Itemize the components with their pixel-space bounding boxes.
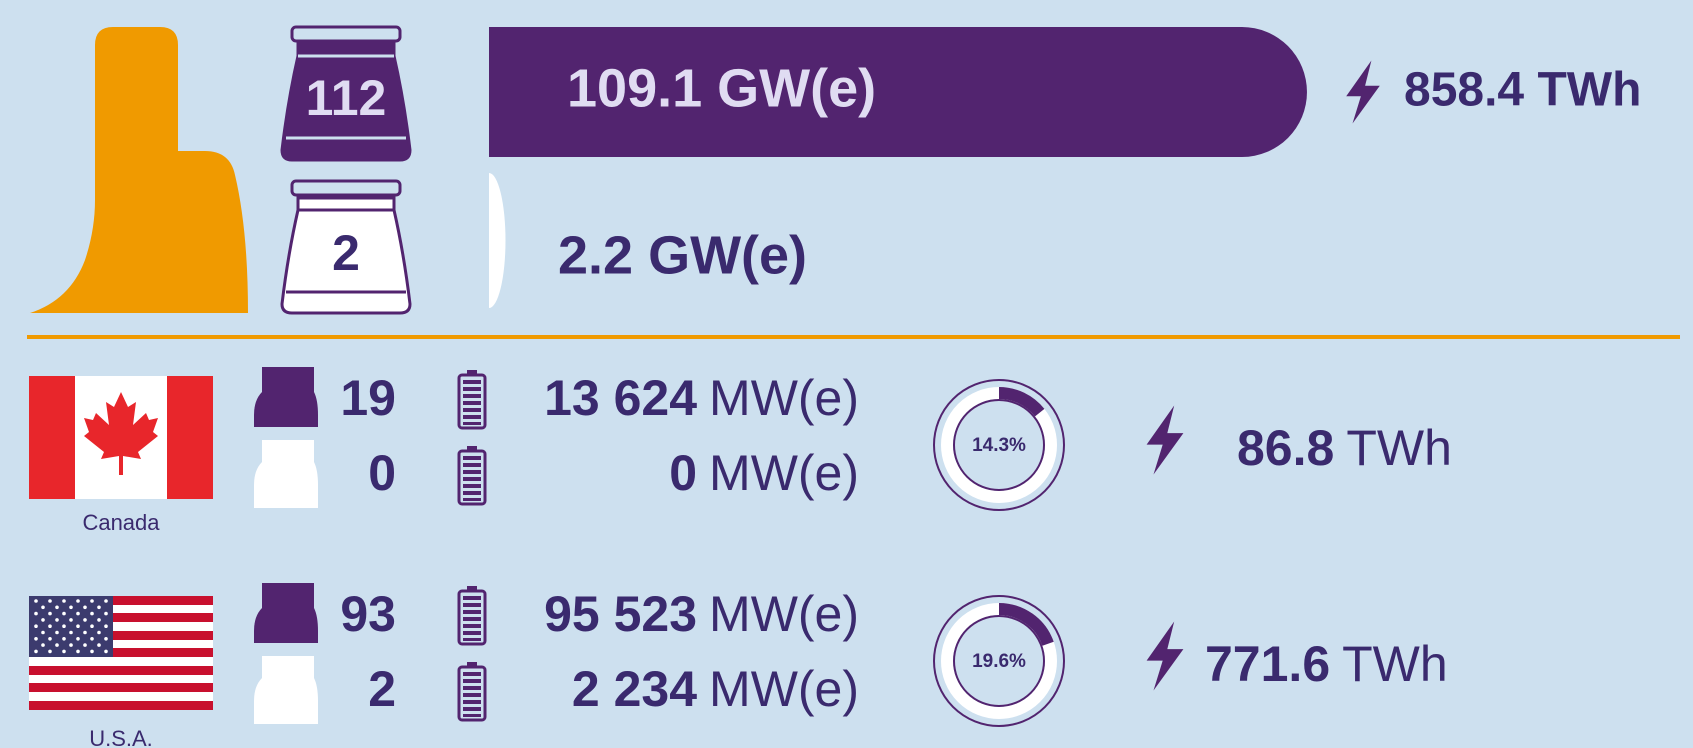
- bolt-icon: [1147, 406, 1184, 475]
- generation-unit: TWh: [1346, 420, 1452, 476]
- building-icon: [30, 27, 248, 313]
- battery-icon: [459, 446, 485, 504]
- capacity-bar: [489, 173, 505, 308]
- page: 112 2 109.1 GW(e) 2.2 GW(e) 858.4 TWh Ca…: [0, 0, 1693, 748]
- capacity-unit: MW(e): [709, 661, 859, 717]
- operational-icon: [254, 583, 318, 643]
- operational-count: 112: [306, 70, 387, 126]
- operational-count: 93: [340, 586, 396, 642]
- capacity-number: 0: [669, 445, 697, 501]
- country-name: U.S.A.: [89, 726, 153, 748]
- bolt-icon: [1346, 61, 1380, 124]
- generation-number: 86.8: [1237, 420, 1334, 476]
- operational-capacity: 109.1 GW(e): [567, 58, 876, 118]
- bolt-icon: [1147, 622, 1184, 691]
- capacity-unit: MW(e): [709, 586, 859, 642]
- construction-capacity: 2.2 GW(e): [558, 225, 807, 285]
- operational-icon: [254, 367, 318, 427]
- country-name: Canada: [82, 510, 160, 535]
- construction-icon: [254, 656, 318, 724]
- capacity-unit: MW(e): [709, 445, 859, 501]
- operational-count: 19: [340, 370, 396, 426]
- battery-icon: [459, 586, 485, 644]
- construction-icon: [254, 440, 318, 508]
- share-label: 19.6%: [972, 651, 1026, 672]
- construction-count: 2: [332, 225, 360, 281]
- flag-usa: [29, 596, 213, 710]
- flag-canada: [29, 376, 213, 499]
- generation-number: 771.6: [1205, 636, 1330, 692]
- generation-unit: TWh: [1342, 636, 1448, 692]
- battery-icon: [459, 370, 485, 428]
- capacity-unit: MW(e): [709, 370, 859, 426]
- capacity-number: 95 523: [544, 586, 697, 642]
- capacity-number: 13 624: [544, 370, 697, 426]
- infographic: 112 2 109.1 GW(e) 2.2 GW(e) 858.4 TWh Ca…: [0, 0, 1693, 748]
- construction-count: 2: [368, 661, 396, 717]
- total-generation: 858.4 TWh: [1404, 64, 1641, 117]
- capacity-number: 2 234: [572, 661, 697, 717]
- share-label: 14.3%: [972, 435, 1026, 456]
- construction-count: 0: [368, 445, 396, 501]
- battery-icon: [459, 662, 485, 720]
